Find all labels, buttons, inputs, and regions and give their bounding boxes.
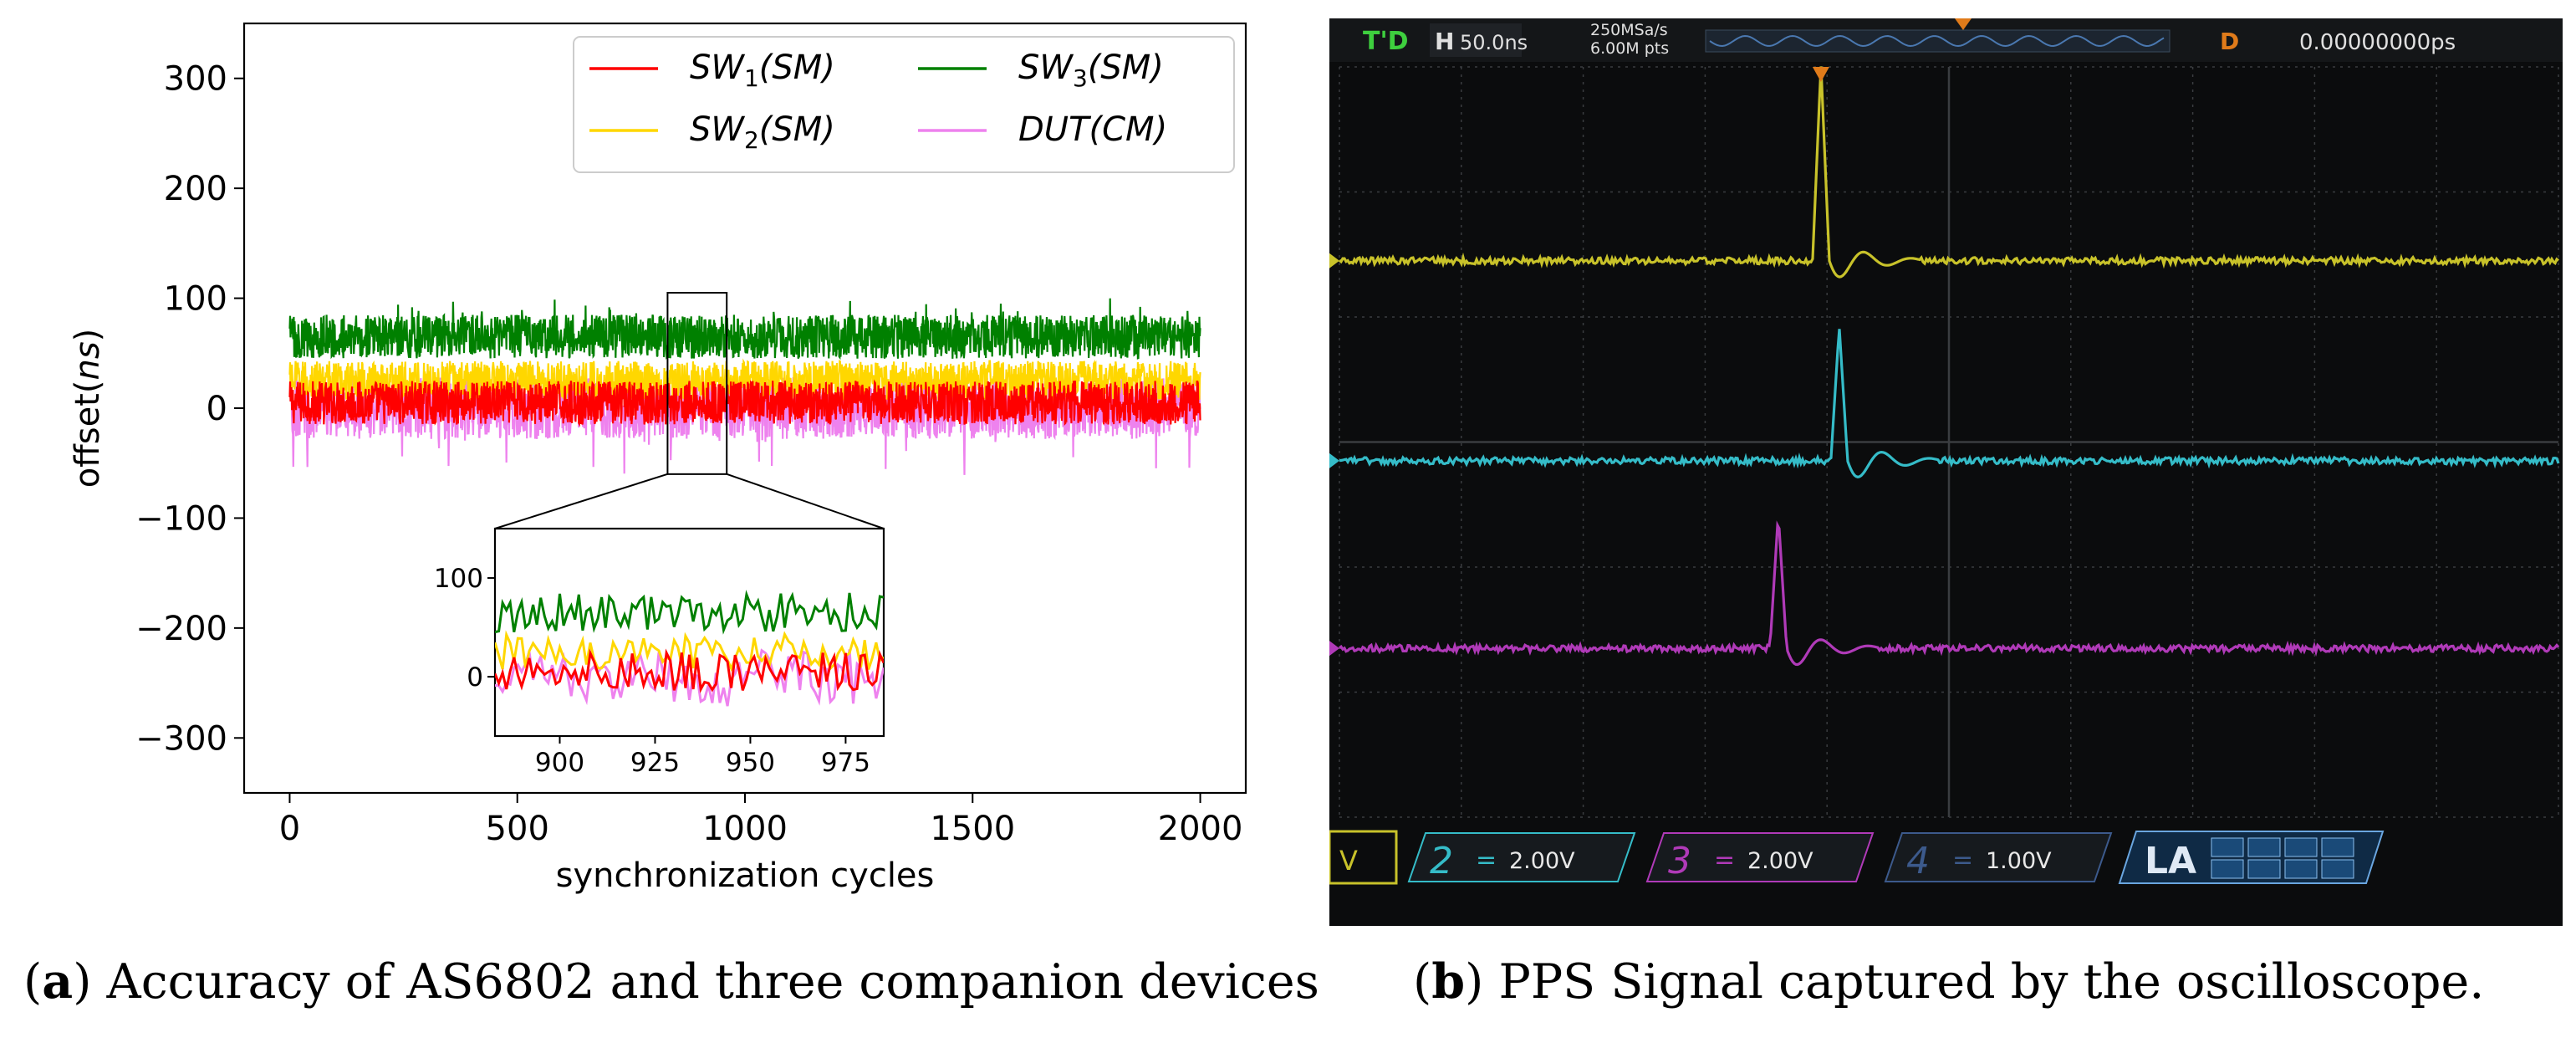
scope-timebase-box: [1430, 23, 1522, 57]
la-bit-block: [2211, 837, 2244, 857]
legend-label: SW2(SM): [690, 110, 835, 154]
series-line-SW3(SM): [288, 298, 1201, 360]
y-tick-label: −200: [135, 610, 227, 648]
trace-CH3: [1339, 520, 2560, 667]
y-tick-label: −300: [135, 719, 227, 758]
inset-x-tick-label: 975: [821, 748, 870, 778]
inset-x-tick-label: 900: [535, 748, 584, 778]
caption-b-label: b: [1431, 954, 1466, 1010]
zoom-region-box: [666, 292, 728, 475]
channel-scale: 2.00V: [1509, 848, 1575, 874]
caption-a-text: Accuracy of AS6802 and three companion d…: [91, 954, 1319, 1010]
scope-overview-wave: [1709, 34, 2165, 48]
la-bit-block: [2321, 859, 2354, 879]
inset-series-line-DUT(CM): [495, 648, 884, 707]
trace-CH2: [1339, 329, 2560, 478]
ground-marker-CH3: [1329, 641, 1339, 657]
inset-y-tick-label: 100: [434, 564, 483, 594]
caption-b: (b) PPS Signal captured by the oscillosc…: [1413, 954, 2485, 1010]
channel-scale: 2.00V: [1747, 848, 1813, 874]
zoom-connector-left: [494, 473, 668, 529]
chart-a-zoom-indicator: [494, 292, 885, 529]
la-bit-block: [2247, 859, 2281, 879]
scope-screen-background: [1329, 18, 2563, 926]
la-bit-block: [2284, 859, 2318, 879]
legend-label: SW3(SM): [1018, 49, 1164, 92]
x-tick-label: 2000: [1158, 810, 1243, 848]
la-bit-block: [2284, 837, 2318, 857]
y-tick-label: 300: [164, 60, 227, 99]
caption-b-text: PPS Signal captured by the oscilloscope.: [1483, 954, 2485, 1010]
channel-coupling-icon: =: [1476, 846, 1497, 875]
legend-box: [573, 36, 1235, 173]
scope-channel-bar: V 2 = 2.00V 3 = 2.00V 4 = 1.00V LA: [1329, 823, 2563, 926]
scope-timebase-value: 50.0ns: [1460, 31, 1528, 54]
scope-delay-label: D: [2220, 28, 2239, 55]
legend-label: DUT(CM): [1018, 110, 1167, 149]
x-tick-label: 0: [279, 810, 300, 848]
legend-label: SW1(SM): [690, 49, 835, 92]
la-bit-block: [2321, 837, 2354, 857]
x-tick-label: 500: [486, 810, 549, 848]
caption-a: (a) Accuracy of AS6802 and three compani…: [23, 954, 1319, 1010]
inset-x-tick-label: 950: [726, 748, 775, 778]
la-bit-block: [2247, 837, 2281, 857]
chart-a-inset: 900 925 950 975 0 100: [434, 527, 885, 778]
trigger-marker-icon: [1955, 18, 1972, 30]
inset-y-tick-label: 0: [467, 662, 483, 693]
scope-waveform-overview: [1705, 29, 2170, 53]
caption-a-label: a: [42, 954, 74, 1010]
x-tick-label: 1500: [930, 810, 1015, 848]
y-tick-label: −100: [135, 499, 227, 538]
inset-x-tick-label: 925: [630, 748, 680, 778]
chart-a-legend: SW1(SM) SW2(SM) SW3(SM) DUT(CM): [573, 36, 1235, 173]
scope-header-bar: T'D H 50.0ns 250MSa/s 6.00M pts D 0.0000…: [1329, 18, 2563, 62]
channel-tab-CH2: [1407, 832, 1636, 882]
trigger-position-icon: [1812, 67, 1829, 82]
trace-CH1: [1339, 66, 2559, 279]
inset-series-line-SW2(SM): [495, 630, 884, 672]
channel-coupling-icon: =: [1952, 846, 1973, 875]
scope-traces: [1329, 66, 2560, 667]
channel-number: 4: [1906, 840, 1930, 882]
series-line-SW1(SM): [288, 379, 1201, 427]
chart-a-data-lines: [288, 298, 1201, 475]
chart-a-y-axis-label: offset(ns): [69, 329, 107, 488]
scope-grid: [1339, 66, 2559, 818]
zoom-connector-right: [726, 473, 885, 529]
scope-delay-value: 0.00000000ps: [2299, 30, 2456, 55]
channel-tab-CH4: [1884, 832, 2113, 882]
inset-series-line-SW3(SM): [495, 590, 884, 635]
channel-scale: 1.00V: [1986, 848, 2052, 874]
chart-b-oscilloscope: T'D H 50.0ns 250MSa/s 6.00M pts D 0.0000…: [1329, 18, 2563, 926]
channel-tab-CH3: [1645, 832, 1875, 882]
channel-number: 2: [1430, 840, 1453, 882]
y-tick-label: 200: [164, 170, 227, 208]
y-tick-label: 0: [207, 390, 227, 428]
chart-a-x-axis-label: synchronization cycles: [556, 856, 935, 895]
la-label: LA: [2145, 840, 2196, 882]
channel-coupling-icon: =: [1714, 846, 1735, 875]
ch1-tab: [1329, 830, 1398, 885]
inset-lines: [495, 590, 884, 707]
ground-marker-CH2: [1329, 452, 1339, 468]
scope-memory-depth: 6.00M pts: [1590, 39, 1669, 58]
scope-run-status: T'D: [1363, 27, 1409, 56]
channel-number: 3: [1668, 840, 1691, 882]
x-tick-label: 1000: [702, 810, 788, 848]
inset-frame: [493, 527, 885, 738]
y-tick-label: 100: [164, 280, 227, 319]
scope-sample-rate: 250MSa/s: [1590, 21, 1668, 39]
ch1-scale-partial: V: [1339, 845, 1358, 877]
scope-timebase-label: H: [1435, 28, 1454, 55]
ground-marker-CH1: [1329, 253, 1339, 268]
la-bit-block: [2211, 859, 2244, 879]
inset-series-line-SW1(SM): [495, 648, 884, 693]
